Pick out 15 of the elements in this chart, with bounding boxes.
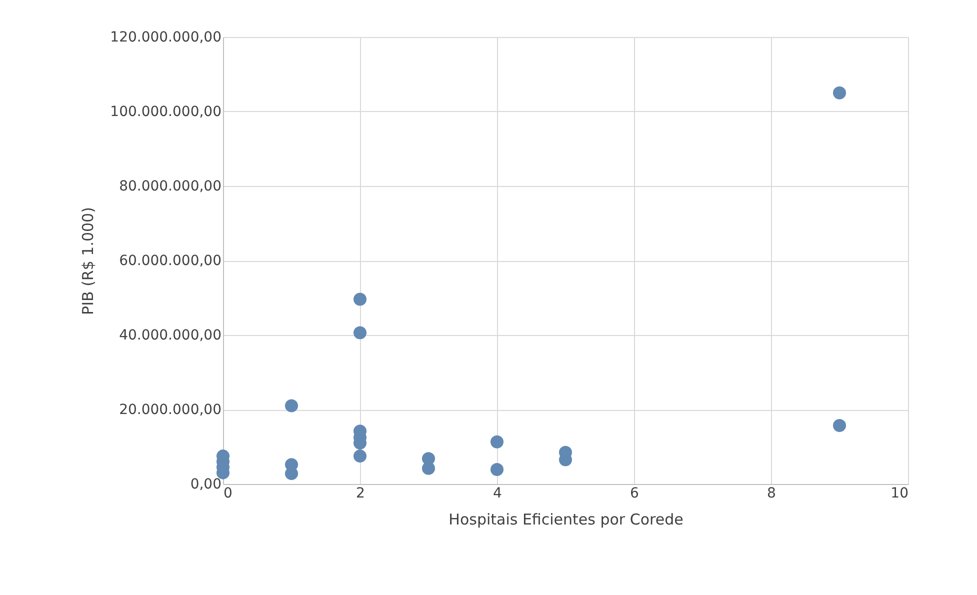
y-tick-label: 60.000.000,00 xyxy=(119,253,222,269)
x-tick-label: 2 xyxy=(356,486,365,502)
y-tick-label: 20.000.000,00 xyxy=(119,402,222,418)
y-tick-label: 80.000.000,00 xyxy=(119,178,222,194)
x-tick-label: 6 xyxy=(630,486,640,502)
y-tick-label: 120.000.000,00 xyxy=(110,30,222,46)
x-tick-label: 10 xyxy=(890,486,908,502)
y-tick-label: 100.000.000,00 xyxy=(110,104,222,120)
x-tick-label: 4 xyxy=(493,486,502,502)
y-tick-label: 40.000.000,00 xyxy=(119,328,222,344)
y-tick-label: 0,00 xyxy=(190,476,222,492)
y-axis-title: PIB (R$ 1.000) xyxy=(79,207,98,315)
x-axis-title: Hospitais Eficientes por Corede xyxy=(448,510,684,528)
x-tick-label: 8 xyxy=(767,486,776,502)
x-tick-label: 0 xyxy=(224,486,232,502)
